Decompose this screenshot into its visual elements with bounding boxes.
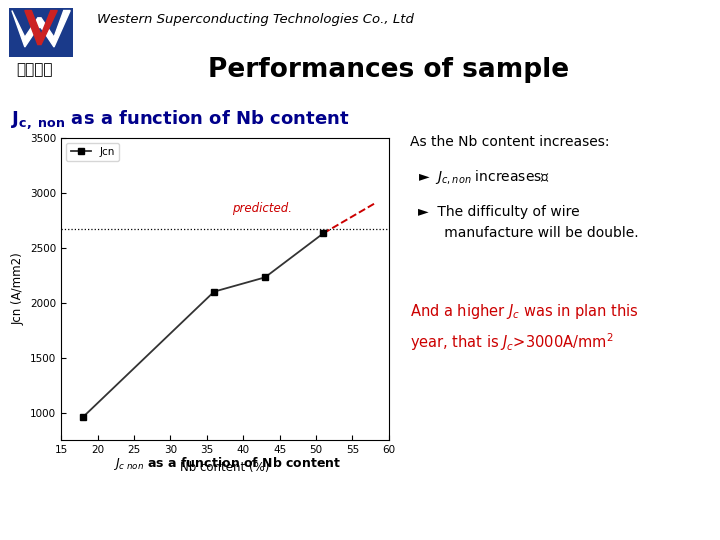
Text: 西部超导: 西部超导 [16, 62, 53, 77]
Text: predicted.: predicted. [233, 202, 292, 215]
Text: ►  $J_{c,non}$ increases；: ► $J_{c,non}$ increases； [418, 168, 550, 186]
Text: ►  The difficulty of wire
      manufacture will be double.: ► The difficulty of wire manufacture wil… [418, 205, 638, 240]
Jcn [78, 414, 87, 420]
X-axis label: Nb content (%): Nb content (%) [180, 461, 270, 474]
Jcn [319, 230, 328, 237]
Legend: Jcn: Jcn [66, 143, 120, 161]
Text: Performances of sample: Performances of sample [208, 57, 570, 83]
Jcn [261, 274, 269, 281]
Text: $J_{c\ non}$ as a function of Nb content: $J_{c\ non}$ as a function of Nb content [112, 455, 341, 471]
Text: As the Nb content increases:: As the Nb content increases: [410, 135, 610, 149]
Text: $\mathbf{J_{c,\ non}}$ as a function of Nb content: $\mathbf{J_{c,\ non}}$ as a function of … [11, 108, 349, 131]
Polygon shape [24, 10, 58, 45]
Line: Jcn: Jcn [80, 230, 326, 420]
Jcn [210, 288, 218, 295]
Polygon shape [12, 10, 71, 47]
Y-axis label: Jcn (A/mm2): Jcn (A/mm2) [12, 253, 24, 325]
Text: And a higher $J_c$ was in plan this
year, that is $J_c$>3000A/mm$^2$: And a higher $J_c$ was in plan this year… [410, 302, 639, 353]
Text: Western Superconducting Technologies Co., Ltd: Western Superconducting Technologies Co.… [97, 14, 414, 26]
